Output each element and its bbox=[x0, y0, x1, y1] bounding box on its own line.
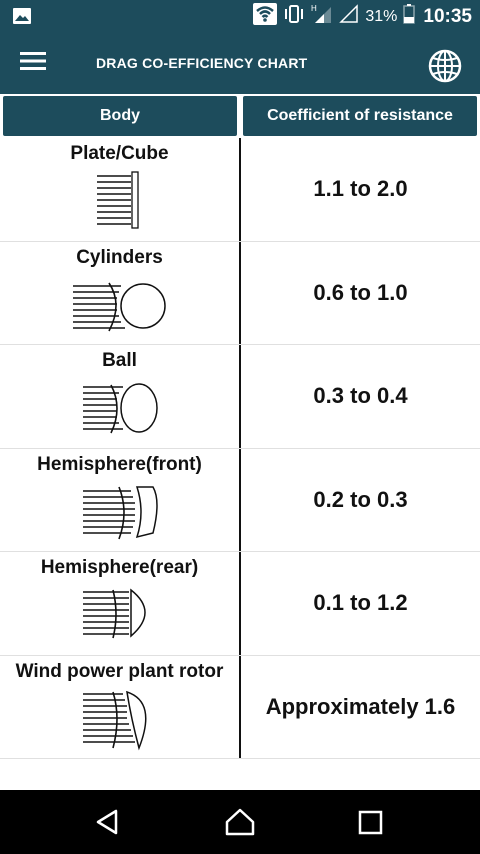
svg-text:H: H bbox=[311, 4, 317, 13]
wifi-icon bbox=[253, 3, 278, 30]
table-row: Hemisphere(rear) 0.1 to 1.2 bbox=[0, 552, 480, 656]
column-divider bbox=[239, 552, 241, 655]
body-name: Hemisphere(rear) bbox=[40, 557, 199, 578]
app-bar: DRAG CO-EFFICIENCY CHART bbox=[0, 33, 480, 94]
column-divider bbox=[239, 241, 241, 344]
column-divider bbox=[239, 138, 241, 241]
table-row: Ball 0.3 to 0.4 bbox=[0, 345, 480, 449]
body-name: Wind power plant rotor bbox=[15, 660, 224, 682]
status-bar: H 31% 10:35 bbox=[0, 0, 480, 33]
plate-diagram-icon bbox=[97, 171, 139, 229]
column-divider bbox=[239, 655, 241, 758]
cylinder-diagram-icon bbox=[73, 282, 166, 331]
rotor-diagram-icon bbox=[83, 690, 147, 750]
hamburger-menu-icon[interactable] bbox=[20, 50, 54, 78]
gallery-icon bbox=[12, 7, 32, 30]
home-icon[interactable] bbox=[224, 806, 256, 838]
coefficient-value: 0.6 to 1.0 bbox=[313, 279, 408, 305]
body-name: Ball bbox=[102, 350, 137, 371]
signal-empty-icon bbox=[339, 4, 359, 29]
body-name: Plate/Cube bbox=[70, 143, 169, 164]
globe-icon[interactable] bbox=[428, 49, 462, 83]
table-header: Body Coefficient of resistance bbox=[0, 94, 480, 138]
header-coefficient: Coefficient of resistance bbox=[243, 96, 477, 136]
column-divider bbox=[239, 345, 241, 448]
body-cell: Hemisphere(rear) bbox=[0, 552, 239, 655]
table-row: Wind power plant rotor Approximately 1.6 bbox=[0, 655, 480, 759]
body-cell: Cylinders bbox=[0, 242, 239, 345]
coefficient-value: 1.1 to 2.0 bbox=[313, 176, 408, 202]
coefficient-value: 0.1 to 1.2 bbox=[313, 590, 408, 616]
table-row: Hemisphere(front) 0.2 to 0.3 bbox=[0, 448, 480, 552]
header-body: Body bbox=[3, 96, 237, 136]
coefficient-value: 0.2 to 0.3 bbox=[313, 486, 408, 512]
table-row: Cylinders 0.6 to 1.0 bbox=[0, 241, 480, 345]
signal-icon: H bbox=[311, 3, 333, 30]
body-cell: Wind power plant rotor bbox=[0, 656, 239, 759]
column-divider bbox=[239, 448, 241, 551]
body-name: Cylinders bbox=[76, 246, 163, 268]
body-cell: Hemisphere(front) bbox=[0, 449, 239, 552]
coefficient-value: 0.3 to 0.4 bbox=[313, 383, 408, 409]
body-name: Hemisphere(front) bbox=[37, 453, 202, 475]
recents-icon[interactable] bbox=[355, 806, 387, 838]
page-title: DRAG CO-EFFICIENCY CHART bbox=[96, 55, 308, 71]
coefficient-value: Approximately 1.6 bbox=[265, 693, 456, 719]
vibrate-icon bbox=[283, 4, 305, 29]
drag-table: Plate/Cube 1.1 to 2.0 Cylinders bbox=[0, 138, 480, 759]
battery-icon bbox=[403, 4, 416, 29]
battery-percent: 31% bbox=[365, 7, 398, 25]
table-row: Plate/Cube 1.1 to 2.0 bbox=[0, 138, 480, 242]
ball-diagram-icon bbox=[83, 383, 158, 434]
body-cell: Plate/Cube bbox=[0, 138, 239, 241]
hemisphere-rear-diagram-icon bbox=[83, 588, 146, 639]
navigation-bar bbox=[0, 790, 480, 854]
body-cell: Ball bbox=[0, 345, 239, 448]
clock: 10:35 bbox=[423, 5, 472, 27]
hemisphere-front-diagram-icon bbox=[83, 485, 158, 539]
back-icon[interactable] bbox=[92, 806, 124, 838]
